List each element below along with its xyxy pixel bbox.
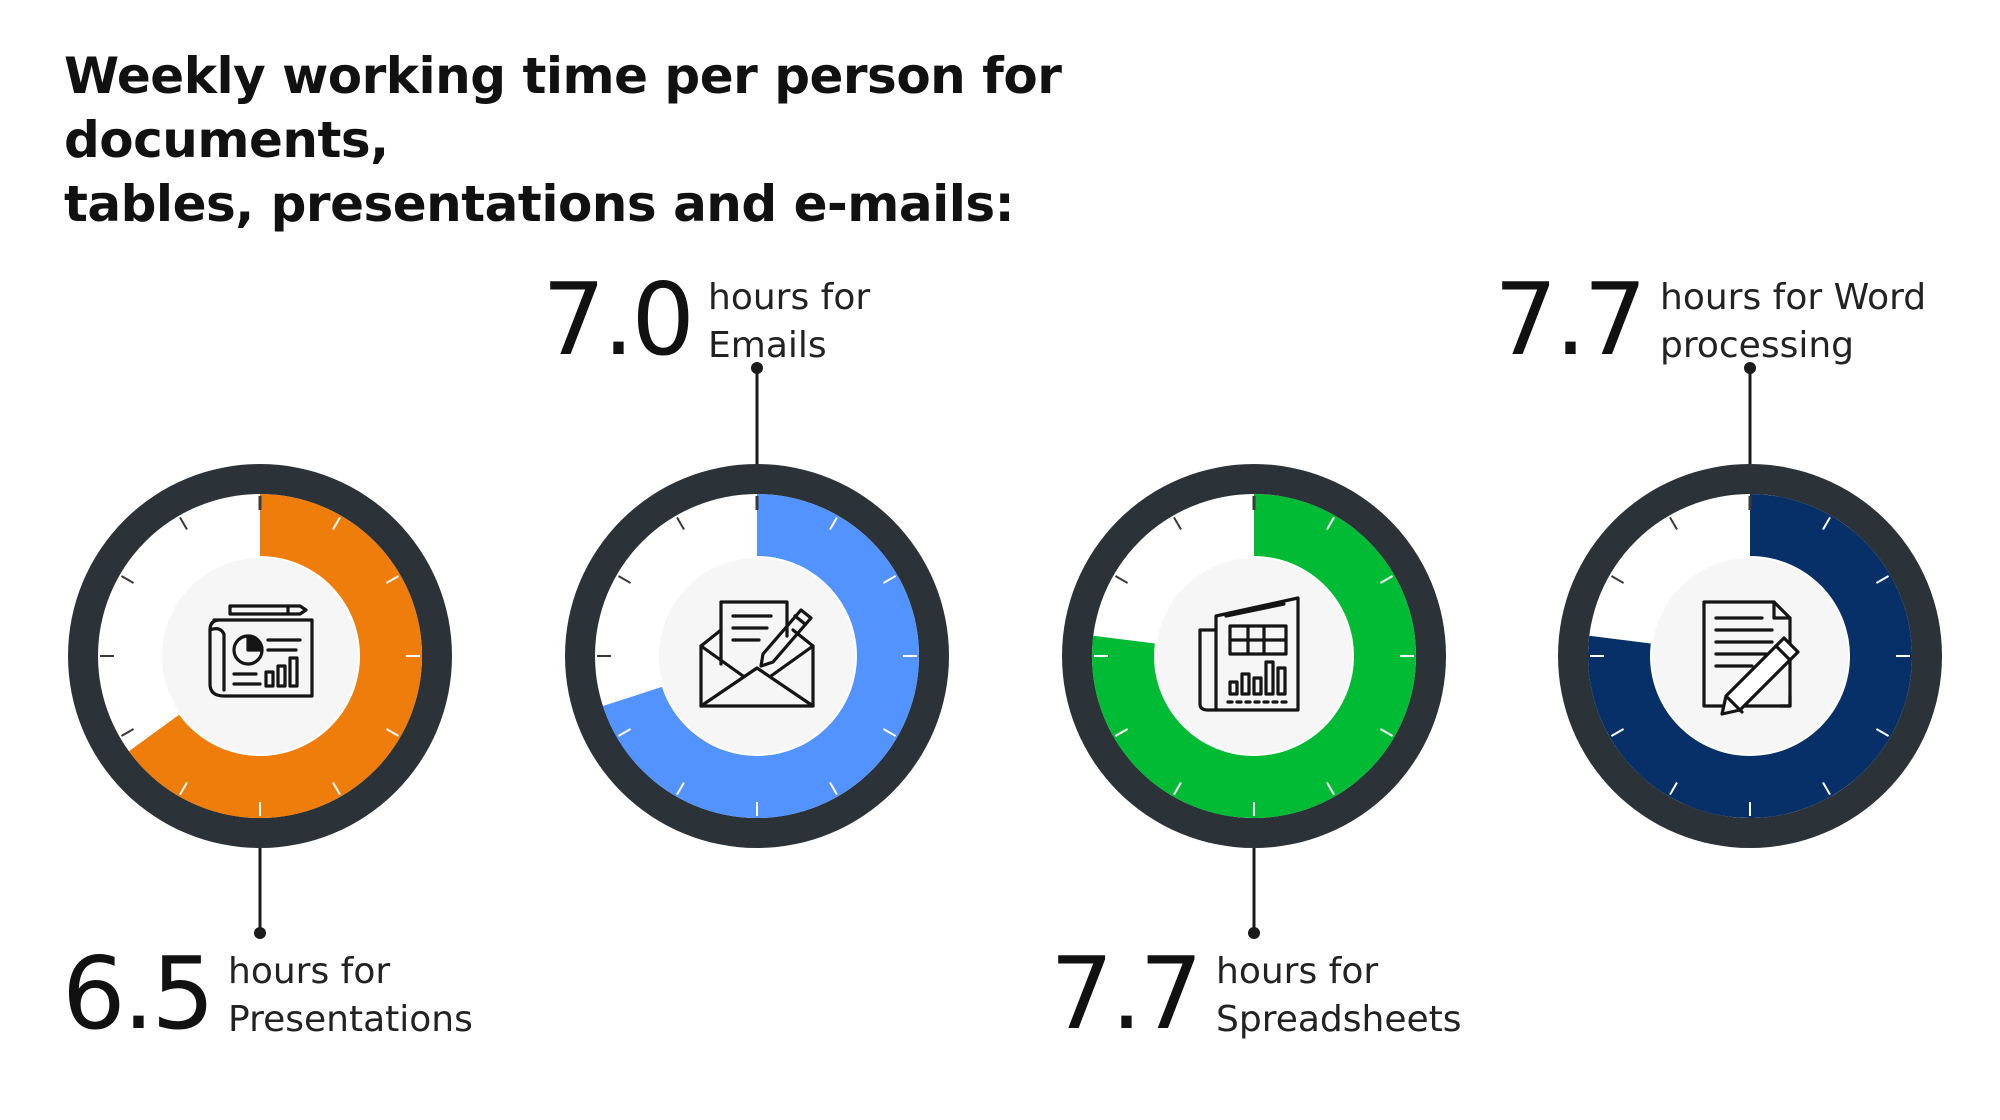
tick-mark <box>1379 575 1394 584</box>
tick-mark <box>617 728 632 737</box>
caption-emails-line-2: Emails <box>708 325 827 366</box>
leader-dot-word-processing <box>1744 362 1756 374</box>
caption-emails-line-1: hours for <box>708 277 871 318</box>
tick-mark <box>179 781 188 796</box>
tick-mark <box>332 781 341 796</box>
value-arc-spreadsheets <box>1092 494 1416 818</box>
leader-dot-spreadsheets <box>1248 927 1260 939</box>
value-arc-presentations <box>128 494 422 819</box>
caption-presentations-line-2: Presentations <box>228 999 473 1040</box>
clock-chart-spreadsheets <box>1062 464 1446 939</box>
tick-mark <box>1114 728 1129 737</box>
tick-mark <box>1669 781 1678 796</box>
tick-mark <box>332 516 341 531</box>
chart-title-line-2: tables, presentations and e-mails: <box>64 175 1015 233</box>
tick-mark <box>385 575 400 584</box>
tick-mark <box>120 728 135 737</box>
caption-presentations-line-1: hours for <box>228 951 391 992</box>
tick-mark <box>829 516 838 531</box>
tick-mark <box>1669 516 1678 531</box>
clock-hub-emails <box>659 558 855 754</box>
label-emails: 7.0 hours for Emails <box>542 270 1102 380</box>
tick-mark <box>120 575 135 584</box>
chart-title-line-1: Weekly working time per person for docum… <box>64 47 1062 169</box>
tick-mark <box>385 728 400 737</box>
tick-mark <box>1875 728 1890 737</box>
tick-mark <box>1114 575 1129 584</box>
tick-mark <box>1173 781 1182 796</box>
caption-spreadsheets-line-2: Spreadsheets <box>1216 999 1462 1040</box>
clock-chart-word-processing <box>1558 362 1942 848</box>
value-arc-word-processing <box>1588 494 1913 818</box>
tick-mark <box>1173 516 1182 531</box>
clock-hub-spreadsheets <box>1156 558 1352 754</box>
tick-mark <box>617 575 632 584</box>
tick-mark <box>1822 781 1831 796</box>
leader-dot-emails <box>751 362 763 374</box>
tick-mark <box>829 781 838 796</box>
value-emails: 7.0 <box>542 261 695 378</box>
tick-mark <box>1379 728 1394 737</box>
tick-mark <box>1326 781 1335 796</box>
caption-word-processing-line-2: processing <box>1660 325 1855 366</box>
value-spreadsheets: 7.7 <box>1050 935 1203 1052</box>
clock-chart-emails <box>565 362 949 848</box>
value-arc-emails <box>602 494 920 818</box>
tick-mark <box>882 728 897 737</box>
value-word-processing: 7.7 <box>1494 261 1647 378</box>
caption-spreadsheets: hours for Spreadsheets <box>1216 948 1462 1044</box>
tick-mark <box>1610 575 1625 584</box>
tick-mark <box>1610 728 1625 737</box>
spreadsheet-document-icon <box>1198 596 1300 712</box>
tick-mark <box>676 781 685 796</box>
tick-mark <box>179 516 188 531</box>
caption-word-processing-line-1: hours for Word <box>1660 277 1927 318</box>
caption-emails: hours for Emails <box>708 274 870 370</box>
clock-hub-word-processing <box>1652 558 1848 754</box>
chart-title: Weekly working time per person for docum… <box>64 44 1364 236</box>
caption-word-processing: hours for Word processing <box>1660 274 1926 370</box>
tick-mark <box>1875 575 1890 584</box>
tick-mark <box>1822 516 1831 531</box>
tick-mark <box>676 516 685 531</box>
tick-mark <box>1326 516 1335 531</box>
tick-mark <box>882 575 897 584</box>
presentation-report-icon <box>208 604 314 698</box>
document-pencil-icon <box>1702 600 1800 716</box>
leader-dot-presentations <box>254 927 266 939</box>
label-presentations: 6.5 hours for Presentations <box>62 944 622 1054</box>
clock-chart-presentations <box>68 464 452 939</box>
caption-spreadsheets-line-1: hours for <box>1216 951 1379 992</box>
value-presentations: 6.5 <box>62 935 215 1052</box>
caption-presentations: hours for Presentations <box>228 948 473 1044</box>
label-word-processing: 7.7 hours for Word processing <box>1494 270 2000 380</box>
label-spreadsheets: 7.7 hours for Spreadsheets <box>1050 944 1610 1054</box>
envelope-letter-icon <box>699 600 815 708</box>
